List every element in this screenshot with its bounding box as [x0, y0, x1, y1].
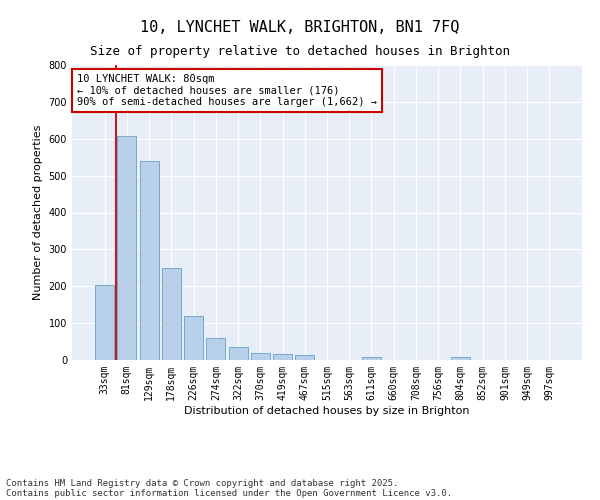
- Bar: [118, 136, 136, 360]
- Bar: [295, 355, 314, 360]
- Bar: [251, 352, 270, 360]
- Text: Contains public sector information licensed under the Open Government Licence v3: Contains public sector information licen…: [6, 488, 452, 498]
- Text: Contains HM Land Registry data © Crown copyright and database right 2025.: Contains HM Land Registry data © Crown c…: [6, 478, 398, 488]
- Bar: [184, 316, 203, 360]
- Y-axis label: Number of detached properties: Number of detached properties: [33, 125, 43, 300]
- Text: Size of property relative to detached houses in Brighton: Size of property relative to detached ho…: [90, 45, 510, 58]
- Bar: [451, 357, 470, 360]
- Bar: [140, 161, 158, 360]
- Bar: [206, 338, 225, 360]
- Bar: [273, 354, 292, 360]
- Text: 10, LYNCHET WALK, BRIGHTON, BN1 7FQ: 10, LYNCHET WALK, BRIGHTON, BN1 7FQ: [140, 20, 460, 35]
- Text: 10 LYNCHET WALK: 80sqm
← 10% of detached houses are smaller (176)
90% of semi-de: 10 LYNCHET WALK: 80sqm ← 10% of detached…: [77, 74, 377, 107]
- X-axis label: Distribution of detached houses by size in Brighton: Distribution of detached houses by size …: [184, 406, 470, 415]
- Bar: [95, 285, 114, 360]
- Bar: [162, 268, 181, 360]
- Bar: [229, 347, 248, 360]
- Bar: [362, 358, 381, 360]
